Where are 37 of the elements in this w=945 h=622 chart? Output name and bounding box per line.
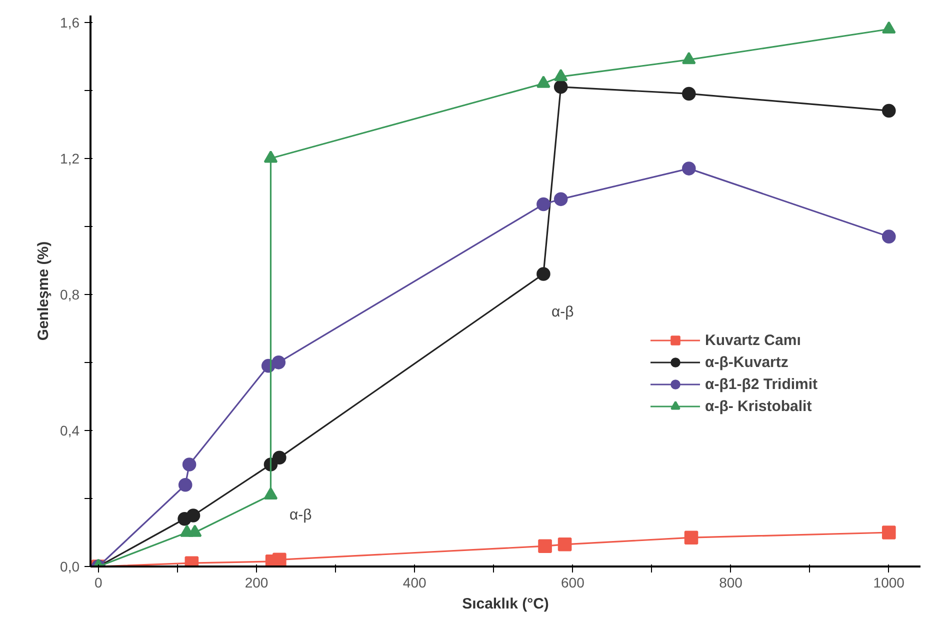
point <box>882 230 896 244</box>
x-tick-label: 600 <box>561 574 585 590</box>
point <box>186 508 200 522</box>
legend-label: α-β1-β2 Tridimit <box>705 376 818 392</box>
point <box>882 526 896 540</box>
point <box>272 450 286 465</box>
point <box>178 478 192 492</box>
x-tick-label: 400 <box>402 574 426 590</box>
x-tick-label: 800 <box>719 574 743 590</box>
x-axis-title: Sıcaklık (°C) <box>462 596 549 612</box>
point <box>558 537 572 552</box>
point <box>538 539 552 553</box>
annotation: α-β <box>290 506 312 524</box>
x-tick-label: 0 <box>94 574 103 590</box>
point <box>182 458 196 472</box>
point <box>684 530 698 544</box>
y-tick-label: 0,0 <box>60 558 80 574</box>
point <box>554 80 568 94</box>
legend-label: α-β-Kuvartz <box>705 354 788 370</box>
point <box>554 192 568 206</box>
point <box>536 267 550 281</box>
y-tick-label: 0,8 <box>60 286 80 302</box>
y-tick-label: 0,4 <box>60 422 80 438</box>
point <box>272 356 286 370</box>
point <box>682 162 696 176</box>
annotation: α-β <box>552 304 574 320</box>
y-axis-title: Genleşme (%) <box>35 241 52 341</box>
point <box>682 86 696 101</box>
x-tick-label: 200 <box>244 574 268 590</box>
point <box>272 552 286 566</box>
legend-label: Kuvartz Camı <box>705 332 801 348</box>
point <box>536 197 550 212</box>
point <box>882 104 896 118</box>
y-tick-label: 1,6 <box>60 14 80 30</box>
x-tick-label: 1000 <box>873 574 905 590</box>
legend-label: α-β- Kristobalit <box>705 398 812 414</box>
y-tick-label: 1,2 <box>60 150 80 166</box>
